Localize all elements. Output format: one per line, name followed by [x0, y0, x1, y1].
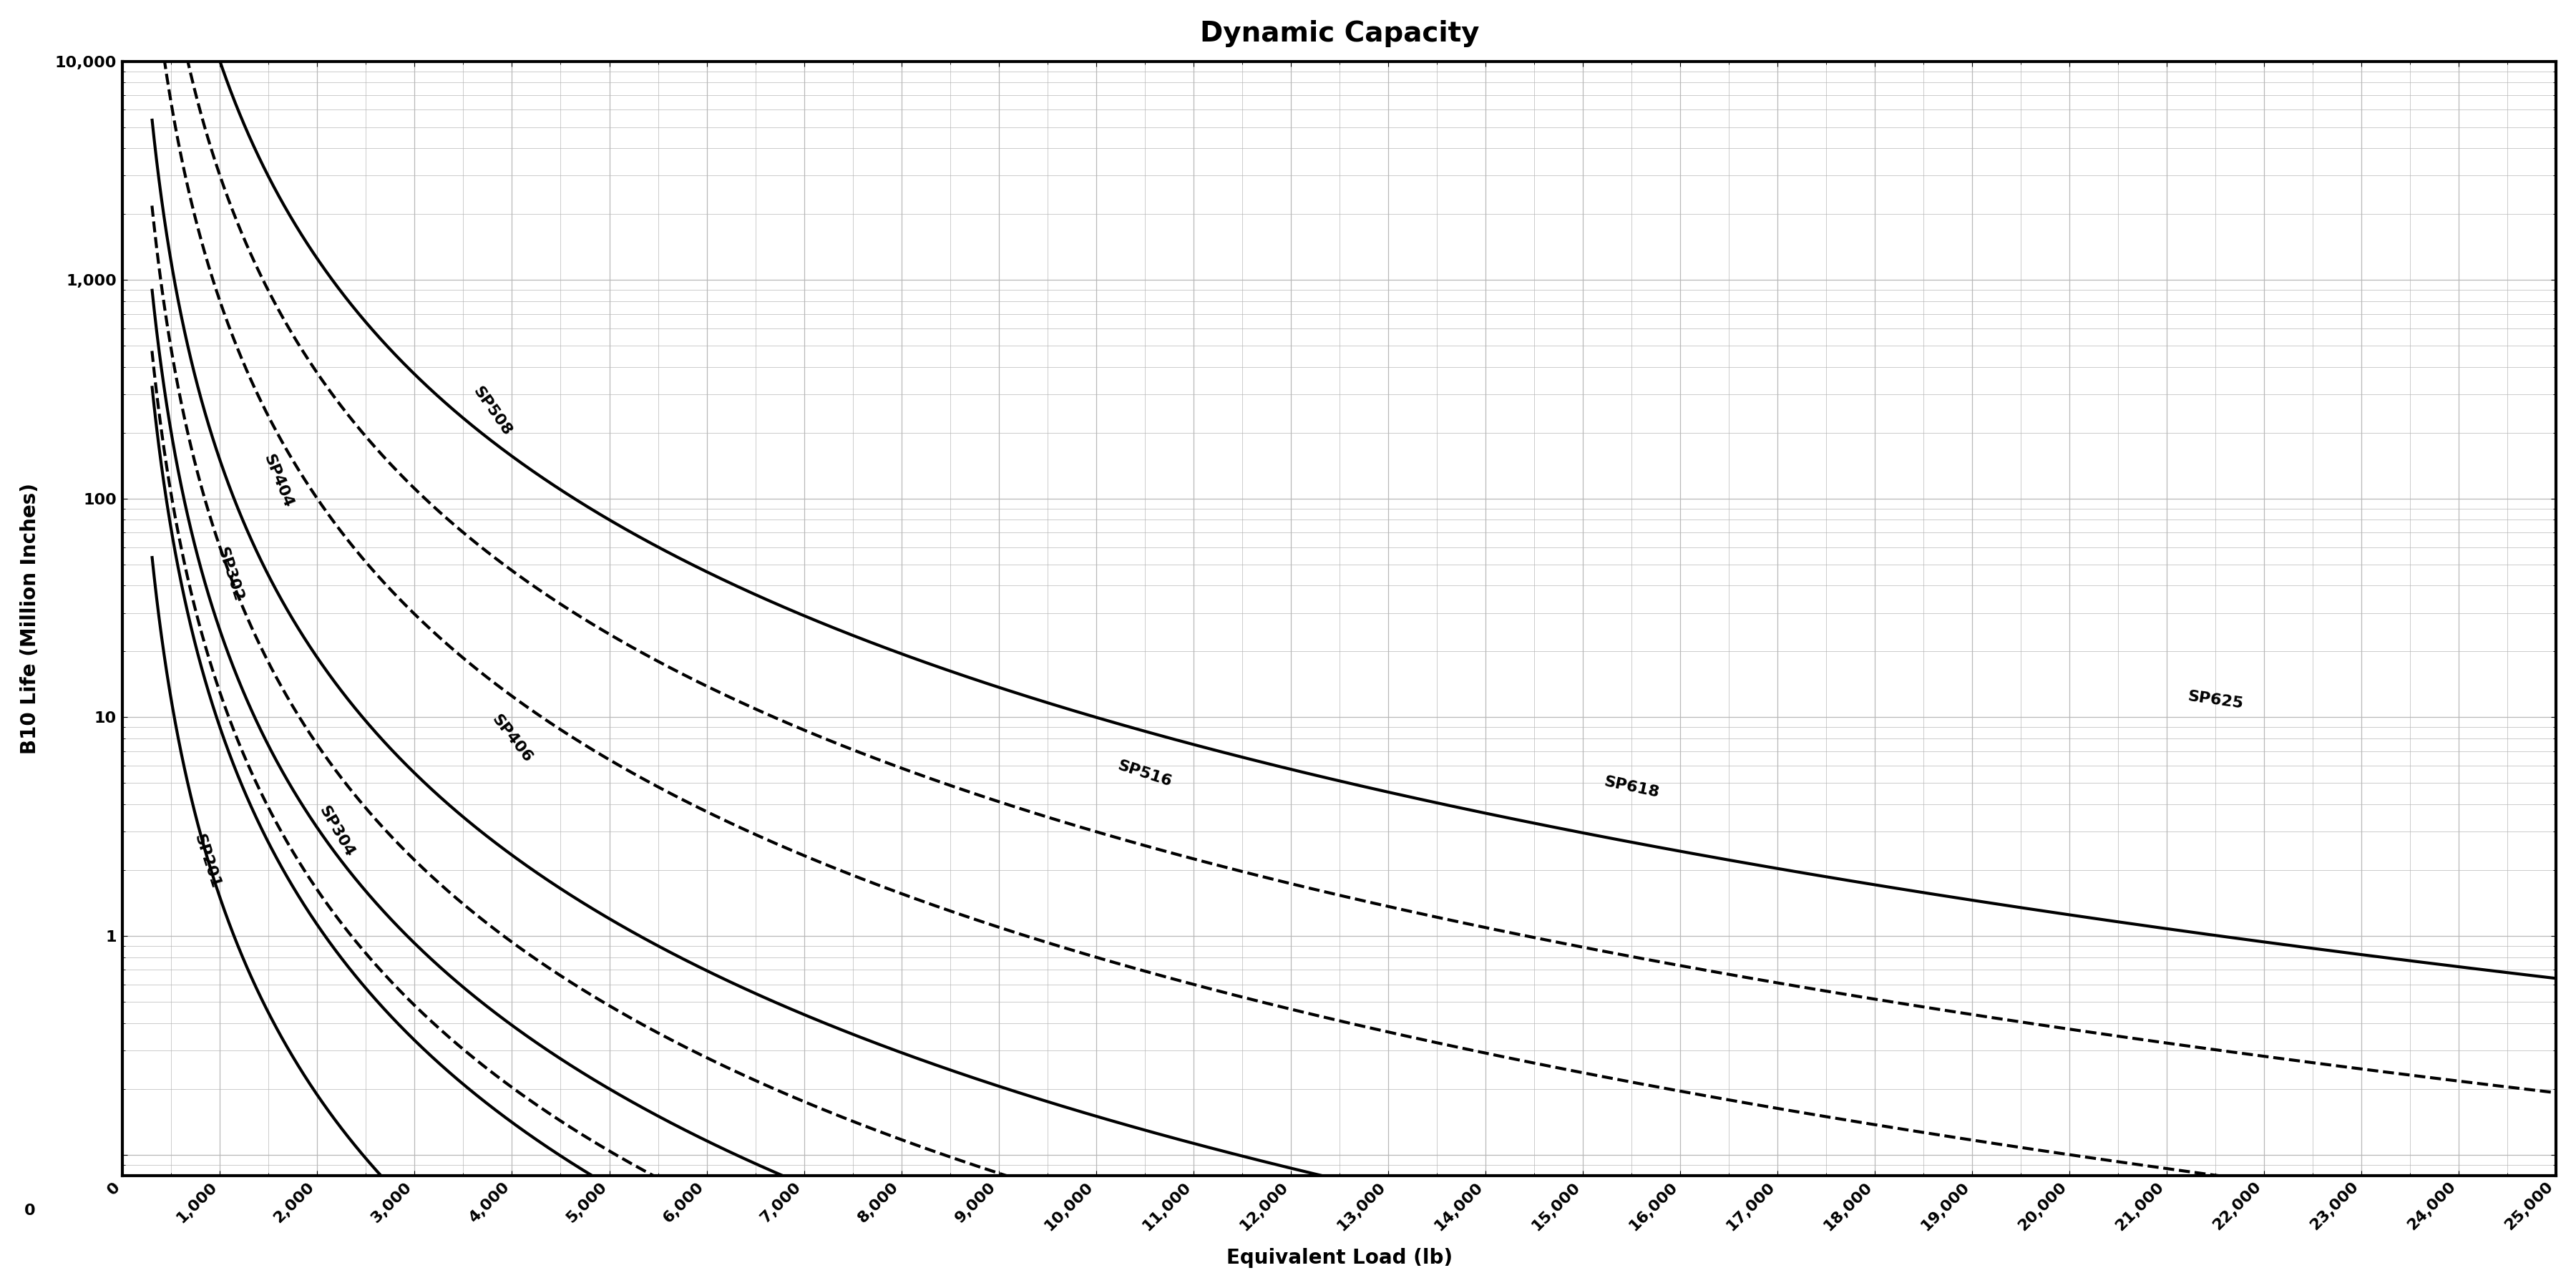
Text: SP516: SP516 — [1115, 759, 1175, 790]
Title: Dynamic Capacity: Dynamic Capacity — [1200, 19, 1479, 48]
Text: SP201: SP201 — [191, 832, 222, 890]
Y-axis label: B10 Life (Million Inches): B10 Life (Million Inches) — [21, 483, 39, 755]
Text: 0: 0 — [26, 1204, 36, 1218]
Text: SP508: SP508 — [471, 384, 515, 439]
X-axis label: Equivalent Load (lb): Equivalent Load (lb) — [1226, 1248, 1453, 1269]
Text: SP625: SP625 — [2187, 689, 2244, 711]
Text: SP304: SP304 — [317, 804, 358, 859]
Text: SP302: SP302 — [214, 546, 245, 603]
Text: SP406: SP406 — [489, 712, 536, 765]
Text: SP404: SP404 — [260, 452, 296, 510]
Text: SP618: SP618 — [1602, 774, 1662, 800]
